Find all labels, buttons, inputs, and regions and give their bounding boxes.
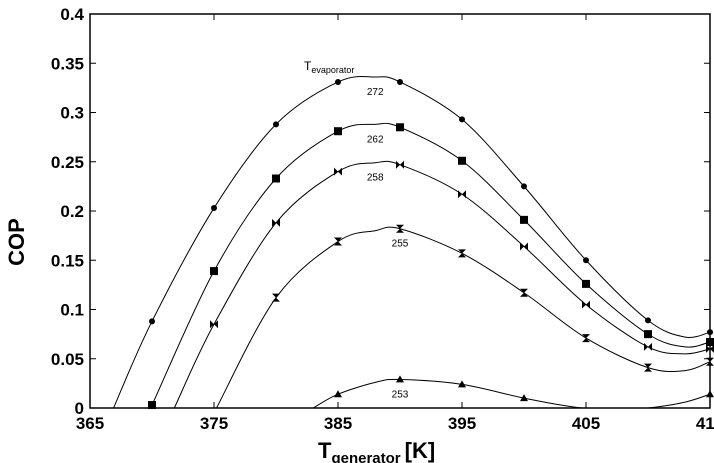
- data-point-triangle: [334, 390, 342, 398]
- series-line-255: [216, 226, 710, 408]
- series-label-253: 253: [392, 389, 409, 400]
- x-axis-title-unit: [K]: [405, 438, 436, 463]
- data-point-square: [458, 156, 466, 165]
- data-point-bowtie: [644, 342, 652, 351]
- data-point-square: [272, 174, 280, 183]
- data-point-square: [148, 401, 156, 410]
- x-tick-label: 395: [448, 414, 476, 433]
- data-point-circle: [459, 116, 465, 123]
- data-point-circle: [645, 317, 651, 324]
- data-point-hourglass: [458, 249, 466, 258]
- data-point-bowtie: [334, 167, 342, 176]
- series-line-253: [312, 378, 710, 408]
- data-point-circle: [273, 121, 279, 128]
- data-point-triangle: [458, 380, 466, 388]
- data-point-square: [396, 123, 404, 132]
- data-point-circle: [211, 205, 217, 212]
- series-label-272: 272: [367, 87, 384, 98]
- x-axis-title-subscript: generator: [331, 450, 400, 463]
- data-point-bowtie: [272, 218, 280, 227]
- data-point-circle: [583, 257, 589, 264]
- y-tick-label: 0.3: [60, 104, 84, 123]
- data-point-hourglass: [334, 237, 342, 246]
- series-label-262: 262: [367, 134, 384, 145]
- data-point-square: [210, 267, 218, 276]
- data-point-bowtie: [396, 160, 404, 169]
- y-tick-label: 0: [75, 399, 84, 418]
- y-tick-label: 0.2: [60, 202, 84, 221]
- x-tick-label: 385: [324, 414, 352, 433]
- data-point-circle: [149, 318, 155, 325]
- x-axis-title: Tgenerator [K]: [318, 438, 435, 463]
- data-point-hourglass: [582, 334, 590, 343]
- data-point-bowtie: [582, 300, 590, 309]
- curves-layer: [113, 76, 710, 408]
- markers-layer: [148, 78, 714, 410]
- y-axis-title: COP: [4, 218, 29, 266]
- data-point-circle: [521, 183, 527, 190]
- series-line-262: [148, 122, 710, 408]
- y-tick-label: 0.05: [51, 350, 84, 369]
- data-point-square: [582, 279, 590, 288]
- data-point-hourglass: [520, 288, 528, 297]
- data-point-bowtie: [210, 320, 218, 329]
- data-point-circle: [335, 78, 341, 85]
- series-line-272: [113, 76, 710, 408]
- plot-frame: [89, 13, 711, 409]
- legend-title-main: T: [304, 59, 312, 73]
- x-tick-label: 405: [572, 414, 600, 433]
- y-tick-label: 0.15: [51, 251, 84, 270]
- y-tick-label: 0.4: [60, 5, 84, 24]
- legend-title-subscript: evaporator: [311, 65, 354, 75]
- series-label-258: 258: [367, 173, 384, 184]
- x-tick-label: 415: [696, 414, 714, 433]
- y-tick-label: 0.1: [60, 301, 84, 320]
- legend-title: Tevaporator: [304, 59, 354, 75]
- data-point-bowtie: [520, 242, 528, 251]
- curve-labels-layer: 272 262 258 255 253: [367, 87, 409, 400]
- data-point-triangle: [396, 375, 404, 383]
- x-tick-label: 365: [76, 414, 104, 433]
- data-point-hourglass: [644, 363, 652, 372]
- y-tick-label: 0.35: [51, 54, 84, 73]
- data-point-square: [520, 215, 528, 224]
- data-point-circle: [397, 78, 403, 85]
- data-point-square: [644, 330, 652, 339]
- y-tick-label: 0.25: [51, 153, 84, 172]
- data-point-triangle: [520, 394, 528, 402]
- series-line-258: [173, 160, 710, 408]
- data-point-bowtie: [458, 190, 466, 199]
- ticks-layer: 365 375 385 395 405 415 0 0.05 0.1 0.15 0.2 0.25 0.3…: [51, 5, 714, 433]
- data-point-square: [334, 127, 342, 136]
- data-point-hourglass: [396, 224, 404, 233]
- data-point-hourglass: [272, 293, 280, 302]
- x-axis-title-main: T: [318, 438, 332, 463]
- series-label-255: 255: [392, 239, 409, 250]
- x-tick-label: 375: [200, 414, 228, 433]
